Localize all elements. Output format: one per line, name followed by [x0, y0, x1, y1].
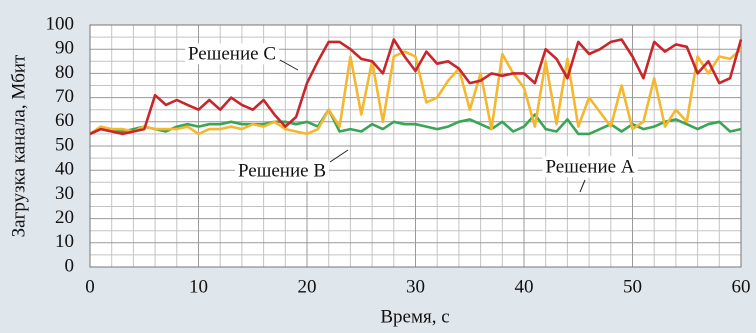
series-label: Решение A: [545, 156, 634, 177]
y-tick-label: 20: [55, 207, 74, 228]
x-tick-label: 60: [732, 276, 751, 297]
y-tick-label: 100: [46, 13, 75, 34]
x-tick-label: 50: [623, 276, 642, 297]
y-axis-title: Загрузка канала, Мбит: [8, 54, 29, 237]
y-tick-label: 90: [55, 38, 74, 59]
x-tick-label: 30: [406, 276, 425, 297]
x-axis-title: Время, с: [380, 306, 449, 327]
y-tick-label: 0: [65, 255, 75, 276]
y-tick-label: 30: [55, 183, 74, 204]
y-tick-label: 80: [55, 62, 74, 83]
y-tick-label: 50: [55, 134, 74, 155]
y-tick-label: 60: [55, 110, 74, 131]
chart: 0 10 20 30 40 50 60 0 10 20 30 40 50 60 70 80 90 100 Реше…: [0, 0, 756, 333]
x-tick-label: 10: [189, 276, 208, 297]
x-tick-label: 40: [515, 276, 534, 297]
y-tick-label: 70: [55, 86, 74, 107]
series-label: Решение B: [238, 160, 326, 181]
x-tick-label: 0: [85, 276, 95, 297]
x-tick-label: 20: [298, 276, 317, 297]
y-tick-label: 10: [55, 231, 74, 252]
y-tick-label: 40: [55, 159, 74, 180]
series-label: Решение C: [188, 43, 276, 64]
